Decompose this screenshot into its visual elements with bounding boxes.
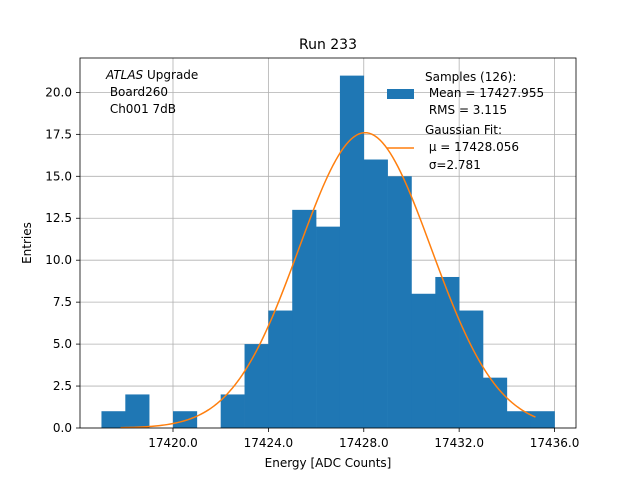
histogram-bar [268, 310, 293, 428]
atlas-label: ATLAS [105, 68, 144, 82]
x-tick-label: 17428.0 [339, 436, 389, 450]
histogram-bar [506, 411, 531, 428]
y-tick-label: 17.5 [45, 127, 72, 141]
annotation-line-3: Ch001 7dB [106, 102, 176, 116]
y-tick-label: 0.0 [53, 421, 72, 435]
histogram-bar [411, 293, 436, 428]
x-tick-label: 17420.0 [148, 436, 198, 450]
upgrade-label: Upgrade [143, 68, 198, 82]
y-tick-label: 20.0 [45, 85, 72, 99]
y-axis-label: Entries [20, 222, 34, 264]
legend-samples-mean: Mean = 17427.955 [425, 86, 544, 100]
legend-samples-title: Samples (126): [425, 70, 516, 84]
gaussian-fit-line [120, 131, 536, 429]
histogram-bar [316, 226, 341, 428]
histogram-bar [173, 411, 198, 428]
legend: Samples (126): Mean = 17427.955 RMS = 3.… [387, 70, 544, 172]
annotation-line-2: Board260 [106, 85, 168, 99]
x-tick-label: 17432.0 [434, 436, 484, 450]
legend-fit-title: Gaussian Fit: [425, 123, 502, 137]
y-tick-label: 10.0 [45, 253, 72, 267]
legend-samples-swatch [387, 89, 414, 99]
histogram-bar [292, 209, 317, 428]
atlas-annotation: ATLAS Upgrade Board260 Ch001 7dB [105, 68, 198, 116]
histogram-bar [339, 75, 365, 428]
histogram-bar [101, 411, 126, 428]
plot-frame [79, 57, 577, 429]
x-axis-ticks: 17420.0 17424.0 17428.0 17432.0 17436.0 [148, 428, 579, 450]
histogram-bar [244, 344, 269, 428]
chart-title: Run 233 [299, 37, 357, 53]
legend-fit-mu: μ = 17428.056 [425, 140, 519, 154]
x-tick-label: 17436.0 [530, 436, 580, 450]
annotation-line-1: ATLAS Upgrade [105, 68, 198, 82]
histogram-bar [220, 394, 245, 428]
y-tick-label: 15.0 [45, 169, 72, 183]
x-axis-label: Energy [ADC Counts] [265, 456, 392, 470]
histogram-bar [435, 276, 460, 428]
y-tick-label: 5.0 [53, 337, 72, 351]
x-tick-label: 17424.0 [244, 436, 294, 450]
histogram-bar [125, 394, 150, 428]
y-tick-label: 2.5 [53, 379, 72, 393]
y-tick-label: 12.5 [45, 211, 72, 225]
histogram-bar [387, 176, 412, 428]
histogram-bar [483, 377, 508, 428]
y-axis-ticks: 0.0 2.5 5.0 7.5 10.0 12.5 15.0 17.5 20.0 [45, 85, 80, 435]
legend-fit-sigma: σ=2.781 [425, 158, 481, 172]
histogram-bar [363, 159, 388, 428]
histogram-bar [530, 411, 555, 428]
histogram-bars [101, 75, 555, 428]
y-tick-label: 7.5 [53, 295, 72, 309]
legend-samples-rms: RMS = 3.115 [425, 103, 507, 117]
